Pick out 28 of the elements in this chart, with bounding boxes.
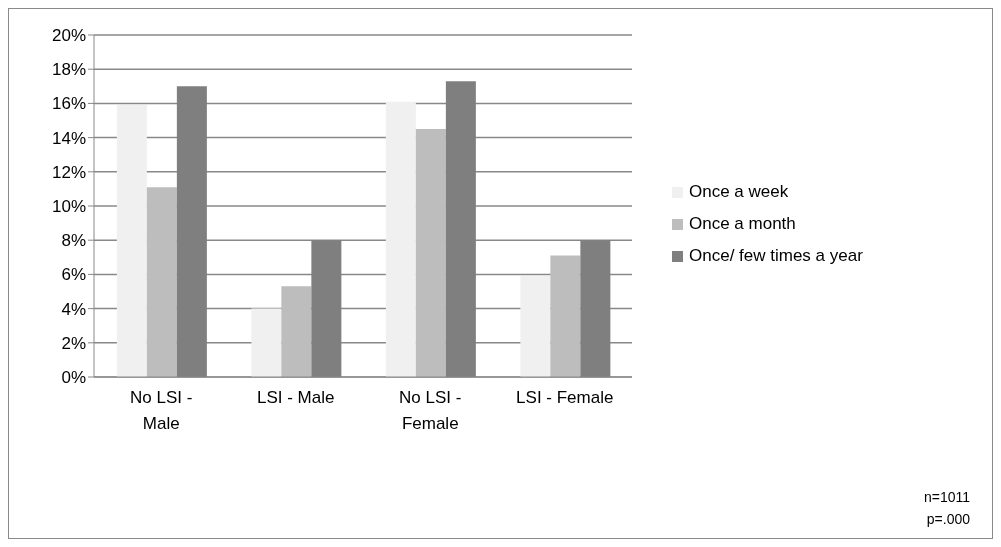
y-tick-label: 20% xyxy=(51,26,86,46)
bar xyxy=(251,308,282,377)
legend-label: Once a week xyxy=(689,182,789,202)
bar xyxy=(520,276,551,377)
y-tick-label: 8% xyxy=(61,231,86,251)
bar xyxy=(116,105,147,377)
bar xyxy=(281,286,312,377)
bar xyxy=(415,129,446,377)
bar xyxy=(385,101,416,377)
legend-label: Once a month xyxy=(689,214,796,234)
y-tick-label: 0% xyxy=(61,368,86,388)
text: n=1011 xyxy=(923,488,970,507)
text: p=.000 xyxy=(925,510,970,529)
bar xyxy=(146,187,177,377)
x-tick-label: LSI - Female xyxy=(516,388,614,407)
y-tick-label: 18% xyxy=(51,60,86,80)
y-tick-label: 16% xyxy=(51,94,86,114)
y-tick-label: 12% xyxy=(51,162,86,182)
x-tick-label: No LSI - Male xyxy=(130,388,193,433)
y-tick-label: 6% xyxy=(61,265,86,285)
y-tick-label: 2% xyxy=(61,333,86,353)
y-tick-label: 10% xyxy=(51,197,86,217)
x-tick-label: LSI - Male xyxy=(257,388,335,407)
y-tick-label: 4% xyxy=(61,299,86,319)
x-tick-label: No LSI - Female xyxy=(399,388,462,433)
legend-label: Once/ few times a year xyxy=(689,246,863,266)
y-tick-label: 14% xyxy=(51,128,86,148)
bar xyxy=(550,255,581,377)
